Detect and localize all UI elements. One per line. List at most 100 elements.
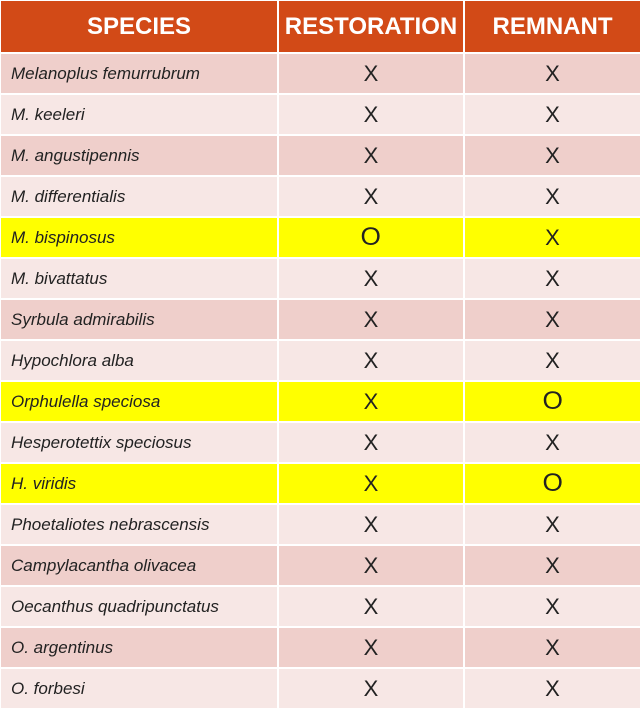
- remnant-cell: X: [465, 95, 640, 134]
- header-restoration: RESTORATION: [279, 1, 463, 52]
- present-mark: X: [363, 593, 379, 619]
- species-name: M. keeleri: [1, 95, 277, 134]
- present-mark: X: [545, 183, 560, 209]
- header-remnant: REMNANT: [465, 1, 640, 52]
- remnant-cell: X: [465, 669, 640, 708]
- remnant-cell: X: [465, 136, 640, 175]
- present-mark: X: [545, 224, 560, 250]
- present-mark: X: [545, 552, 560, 578]
- restoration-cell: X: [279, 587, 463, 626]
- restoration-cell: X: [279, 669, 463, 708]
- restoration-cell: X: [279, 300, 463, 339]
- present-mark: X: [545, 142, 560, 168]
- present-mark: X: [363, 675, 379, 701]
- present-mark: X: [363, 142, 379, 168]
- absent-mark: O: [542, 468, 563, 497]
- table-row: M. angustipennis X X: [1, 136, 640, 175]
- restoration-cell: X: [279, 628, 463, 667]
- species-name: M. differentialis: [1, 177, 277, 216]
- table-row: Orphulella speciosa X O: [1, 382, 640, 421]
- present-mark: X: [545, 347, 560, 373]
- header-row: SPECIES RESTORATION REMNANT: [1, 1, 640, 52]
- present-mark: X: [363, 634, 379, 660]
- absent-mark: O: [542, 386, 563, 415]
- present-mark: X: [545, 265, 560, 291]
- restoration-cell: X: [279, 177, 463, 216]
- species-name: O. argentinus: [1, 628, 277, 667]
- present-mark: X: [545, 511, 560, 537]
- present-mark: X: [545, 634, 560, 660]
- restoration-cell: X: [279, 95, 463, 134]
- species-name: H. viridis: [1, 464, 277, 503]
- species-name: Oecanthus quadripunctatus: [1, 587, 277, 626]
- restoration-cell: X: [279, 464, 463, 503]
- absent-mark: O: [360, 222, 382, 251]
- table-row: M. bivattatus X X: [1, 259, 640, 298]
- species-name: M. bispinosus: [1, 218, 277, 257]
- present-mark: X: [545, 60, 560, 86]
- remnant-cell: X: [465, 259, 640, 298]
- present-mark: X: [363, 470, 379, 496]
- remnant-cell: X: [465, 505, 640, 544]
- table-row: Phoetaliotes nebrascensis X X: [1, 505, 640, 544]
- present-mark: X: [363, 552, 379, 578]
- table-row: M. keeleri X X: [1, 95, 640, 134]
- table-row: M. differentialis X X: [1, 177, 640, 216]
- table-row: Campylacantha olivacea X X: [1, 546, 640, 585]
- remnant-cell: X: [465, 546, 640, 585]
- species-name: M. angustipennis: [1, 136, 277, 175]
- restoration-cell: X: [279, 54, 463, 93]
- species-name: M. bivattatus: [1, 259, 277, 298]
- header-species: SPECIES: [1, 1, 277, 52]
- present-mark: X: [545, 675, 560, 701]
- present-mark: X: [363, 183, 379, 209]
- remnant-cell: X: [465, 341, 640, 380]
- present-mark: X: [363, 60, 379, 86]
- table-row: Hesperotettix speciosus X X: [1, 423, 640, 462]
- present-mark: X: [363, 429, 379, 455]
- remnant-cell: X: [465, 628, 640, 667]
- restoration-cell: X: [279, 259, 463, 298]
- remnant-cell: X: [465, 177, 640, 216]
- remnant-cell: X: [465, 218, 640, 257]
- species-name: Orphulella speciosa: [1, 382, 277, 421]
- table-row: M. bispinosus O X: [1, 218, 640, 257]
- restoration-cell: X: [279, 136, 463, 175]
- present-mark: X: [363, 101, 379, 127]
- remnant-cell: O: [465, 464, 640, 503]
- species-name: Hesperotettix speciosus: [1, 423, 277, 462]
- table-row: Oecanthus quadripunctatus X X: [1, 587, 640, 626]
- present-mark: X: [363, 306, 379, 332]
- restoration-cell: X: [279, 423, 463, 462]
- remnant-cell: X: [465, 423, 640, 462]
- remnant-cell: X: [465, 54, 640, 93]
- remnant-cell: X: [465, 587, 640, 626]
- table-row: O. argentinus X X: [1, 628, 640, 667]
- present-mark: X: [363, 347, 379, 373]
- present-mark: X: [363, 511, 379, 537]
- present-mark: X: [363, 388, 379, 414]
- present-mark: X: [545, 306, 560, 332]
- species-name: Syrbula admirabilis: [1, 300, 277, 339]
- remnant-cell: X: [465, 300, 640, 339]
- present-mark: X: [363, 265, 379, 291]
- species-name: O. forbesi: [1, 669, 277, 708]
- remnant-cell: O: [465, 382, 640, 421]
- restoration-cell: X: [279, 382, 463, 421]
- species-name: Melanoplus femurrubrum: [1, 54, 277, 93]
- restoration-cell: X: [279, 341, 463, 380]
- restoration-cell: O: [279, 218, 463, 257]
- restoration-cell: X: [279, 546, 463, 585]
- present-mark: X: [545, 101, 560, 127]
- restoration-cell: X: [279, 505, 463, 544]
- present-mark: X: [545, 593, 560, 619]
- table-row: O. forbesi X X: [1, 669, 640, 708]
- species-name: Campylacantha olivacea: [1, 546, 277, 585]
- table-row: Hypochlora alba X X: [1, 341, 640, 380]
- present-mark: X: [545, 429, 560, 455]
- species-name: Hypochlora alba: [1, 341, 277, 380]
- table-row: Melanoplus femurrubrum X X: [1, 54, 640, 93]
- table-row: Syrbula admirabilis X X: [1, 300, 640, 339]
- species-name: Phoetaliotes nebrascensis: [1, 505, 277, 544]
